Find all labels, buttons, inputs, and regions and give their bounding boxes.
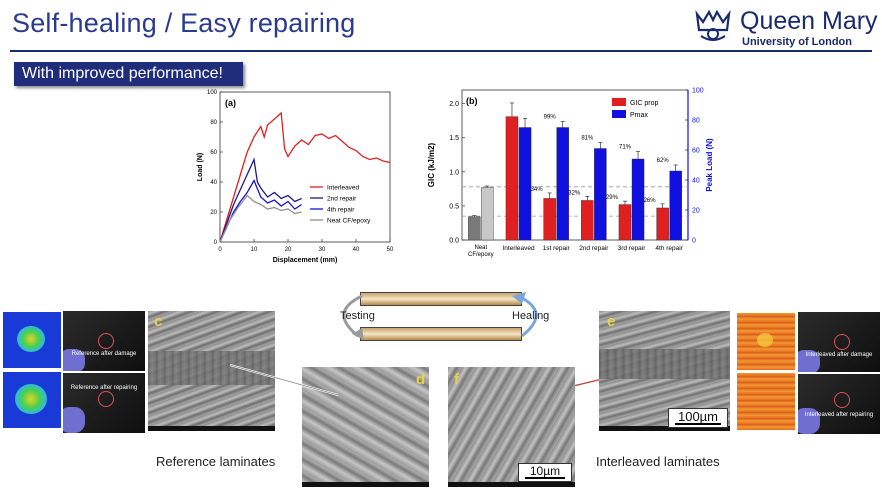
legend-label: Interleaved <box>327 185 360 192</box>
y-tick-label: 0.0 <box>449 238 459 245</box>
gic-percent-label: 26% <box>644 198 657 204</box>
pmax-percent-label: 81% <box>581 136 594 142</box>
legend-label: Neat CF/epoxy <box>327 218 371 225</box>
testing-label: Testing <box>340 310 375 322</box>
y-tick-label: 0.5 <box>449 203 459 210</box>
photo-caption: Reference after damage <box>71 351 137 357</box>
legend-swatch <box>612 98 626 106</box>
photo-interleaved-damage: Interleaved after damage <box>798 312 880 372</box>
y-tick-label: 0 <box>214 240 218 246</box>
category-label: 4th repair <box>655 245 683 252</box>
x-tick-label: 0 <box>218 247 222 253</box>
chart-a-load-displacement: 0 10 20 30 40 50 0 20 40 60 80 100 Displacement (mm)… <box>197 90 394 264</box>
pmax-percent-label: 99% <box>544 115 557 121</box>
sem-label-e: e <box>607 313 616 330</box>
legend-label: Pmax <box>630 112 648 119</box>
y2-tick-label: 60 <box>692 148 700 155</box>
x-axis-label: Displacement (mm) <box>273 257 338 264</box>
plot-frame <box>219 91 391 243</box>
x-tick-label: 40 <box>353 247 360 253</box>
heatmap-interleaved-repaired <box>737 373 795 430</box>
category-label: Neat <box>474 245 487 251</box>
scale-bar-f: 10µm <box>518 463 572 482</box>
x-tick-label: 20 <box>285 247 292 253</box>
logo-name: Queen Mary <box>740 7 878 35</box>
photo-reference-repaired: Reference after repairing <box>63 373 145 433</box>
y-tick-label: 1.5 <box>449 135 459 142</box>
sem-label-d: d <box>416 371 426 388</box>
category-label: 2nd repair <box>579 245 609 252</box>
legend-label: GIC prop <box>630 100 659 107</box>
y-tick-label: 60 <box>210 150 217 156</box>
y2-tick-label: 100 <box>692 88 704 95</box>
legend-swatch <box>612 110 626 118</box>
y-tick-label: 40 <box>210 180 217 186</box>
pmax-percent-label: 62% <box>657 158 670 164</box>
page-title: Self-healing / Easy repairing <box>12 8 356 38</box>
y-tick-label: 80 <box>210 120 217 126</box>
sem-label-c: c <box>154 313 163 330</box>
heatmap-reference-repaired <box>3 372 61 428</box>
gic-percent-label: 34% <box>531 187 544 193</box>
panel-label: (a) <box>225 98 236 108</box>
bar-gic <box>505 116 519 241</box>
highlight-banner: With improved performance! <box>14 62 243 86</box>
photo-caption: Interleaved after damage <box>805 352 873 358</box>
heatmap-reference-damage <box>3 312 61 368</box>
caption-interleaved-laminates: Interleaved laminates <box>596 454 720 469</box>
legend-label: 2nd repair <box>327 196 357 203</box>
photo-interleaved-repaired: Interleaved after repairing <box>798 374 880 434</box>
heatmap-interleaved-damage <box>737 313 795 370</box>
y2-tick-label: 0 <box>692 238 696 245</box>
series-line-0 <box>219 111 391 243</box>
scale-bar-f-label: 10µm <box>529 464 561 478</box>
caption-reference-laminates: Reference laminates <box>156 454 276 469</box>
university-crest-icon <box>695 9 731 41</box>
photo-reference-damage: Reference after damage <box>63 311 145 371</box>
logo-subtitle: University of London <box>742 36 852 48</box>
y2-tick-label: 20 <box>692 208 700 215</box>
y-tick-label: 20 <box>210 210 217 216</box>
y2-axis-label: Peak Load (N) <box>705 138 714 192</box>
series-line-3 <box>219 194 302 243</box>
pmax-percent-label: 71% <box>619 145 632 151</box>
y-axis-label: GIC (kJ/m2) <box>427 142 436 187</box>
y2-tick-label: 40 <box>692 178 700 185</box>
sem-image-d: d <box>302 367 429 487</box>
series-line-2 <box>219 179 302 243</box>
cycle-arrows-icon <box>342 292 538 340</box>
x-tick-label: 10 <box>251 247 258 253</box>
y-tick-label: 1.0 <box>449 169 459 176</box>
category-label: Interleaved <box>502 245 535 252</box>
gic-percent-label: 32% <box>568 190 581 196</box>
y2-tick-label: 80 <box>692 118 700 125</box>
panel-label: (b) <box>466 96 478 106</box>
series-line-1 <box>219 157 302 243</box>
title-divider <box>10 50 872 52</box>
scale-bar-e: 100µm <box>668 408 728 428</box>
x-tick-label: 30 <box>319 247 326 253</box>
x-tick-label: 50 <box>387 247 394 253</box>
scale-bar-e-label: 100µm <box>677 409 718 424</box>
photo-caption: Reference after repairing <box>70 385 138 391</box>
category-label: 3rd repair <box>618 245 647 252</box>
y-tick-label: 100 <box>207 90 218 96</box>
healing-label: Healing <box>512 310 550 322</box>
sem-label-f: f <box>454 371 459 388</box>
y-tick-label: 2.0 <box>449 101 459 108</box>
gic-percent-label: 29% <box>606 195 619 201</box>
category-label: CF/epoxy <box>468 252 494 258</box>
category-label: 1st repair <box>543 245 571 252</box>
chart-b-gic-peak-load: 0.0 0.5 1.0 1.5 2.0 0 20 40 60 80 100 GIC (kJ/m2) Pe… <box>427 88 714 259</box>
legend-label: 4th repair <box>327 207 355 214</box>
y-axis-label: Load (N) <box>197 153 204 181</box>
photo-caption: Interleaved after repairing <box>804 412 874 418</box>
